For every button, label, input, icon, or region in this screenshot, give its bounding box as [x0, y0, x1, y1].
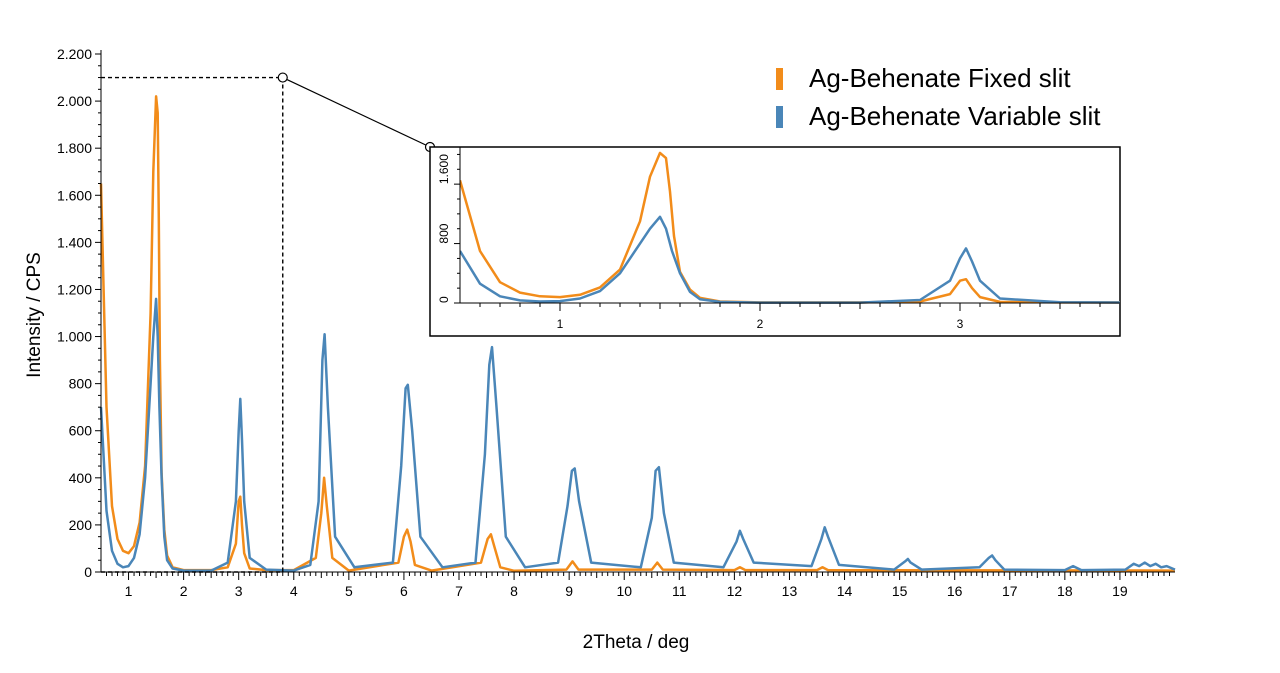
inset-frame	[429, 146, 1121, 337]
y-tick-label: 1.400	[57, 234, 92, 250]
inset-series-line-variable-slit	[460, 215, 1120, 304]
x-tick-label: 14	[837, 583, 853, 599]
x-tick-label: 5	[345, 583, 353, 599]
y-tick-label: 200	[69, 517, 93, 533]
x-tick-label: 15	[892, 583, 908, 599]
inset-series-line-fixed-slit	[460, 151, 1120, 304]
x-tick-label: 18	[1057, 583, 1073, 599]
x-axis-title: 2Theta / deg	[583, 632, 690, 653]
x-tick-label: 4	[290, 583, 298, 599]
inset-plot: 0 800 1.600 1 2 3	[429, 146, 1121, 337]
x-tick-label: 1	[125, 583, 133, 599]
legend-label: Ag-Behenate Fixed slit	[809, 63, 1071, 93]
inset-y-tick-label: 1.600	[437, 154, 451, 184]
zoom-connector-line	[282, 77, 431, 148]
y-axis-title: Intensity / CPS	[24, 252, 45, 378]
y-tick-label: 1.800	[57, 140, 92, 156]
x-tick-label: 2	[180, 583, 188, 599]
y-tick-label: 1.600	[57, 187, 92, 203]
inset-x-tick-label: 3	[957, 317, 964, 331]
x-tick-label: 8	[510, 583, 518, 599]
legend-swatch	[776, 106, 783, 128]
y-tick-label: 2.000	[57, 93, 92, 109]
inset-y-tick-label: 0	[437, 296, 451, 303]
x-tick-label: 10	[616, 583, 632, 599]
x-tick-label: 3	[235, 583, 243, 599]
legend-swatch	[776, 68, 783, 90]
x-tick-label: 16	[947, 583, 963, 599]
x-tick-label: 11	[672, 583, 687, 599]
y-tick-label: 2.200	[57, 46, 92, 62]
inset-y-tick-label: 800	[437, 223, 451, 243]
x-tick-label: 9	[565, 583, 573, 599]
inset-x-tick-label: 2	[757, 317, 764, 331]
y-tick-label: 0	[84, 564, 92, 580]
x-tick-label: 17	[1002, 583, 1018, 599]
y-tick-label: 1.000	[57, 329, 92, 345]
legend: Ag-Behenate Fixed slit Ag-Behenate Variab…	[776, 63, 1101, 131]
x-tick-label: 7	[455, 583, 463, 599]
series-line-fixed-slit	[99, 95, 1176, 573]
series-line-variable-slit	[99, 297, 1176, 572]
y-tick-label: 1.200	[57, 281, 92, 297]
y-tick-label: 400	[69, 470, 93, 486]
zoom-anchor-marker	[277, 72, 288, 83]
x-tick-label: 6	[400, 583, 408, 599]
legend-label: Ag-Behenate Variable slit	[809, 101, 1101, 131]
inset-curves	[460, 151, 1120, 304]
x-tick-label: 19	[1112, 583, 1128, 599]
inset-x-tick-label: 1	[557, 317, 564, 331]
main-plot-area: 0 200 400 600 800 1.000 1.200 1.400 1.600 1.800 2.…	[57, 46, 1176, 599]
x-tick-label: 13	[782, 583, 798, 599]
x-tick-label: 12	[727, 583, 743, 599]
y-tick-label: 800	[69, 376, 93, 392]
y-tick-label: 600	[69, 423, 93, 439]
